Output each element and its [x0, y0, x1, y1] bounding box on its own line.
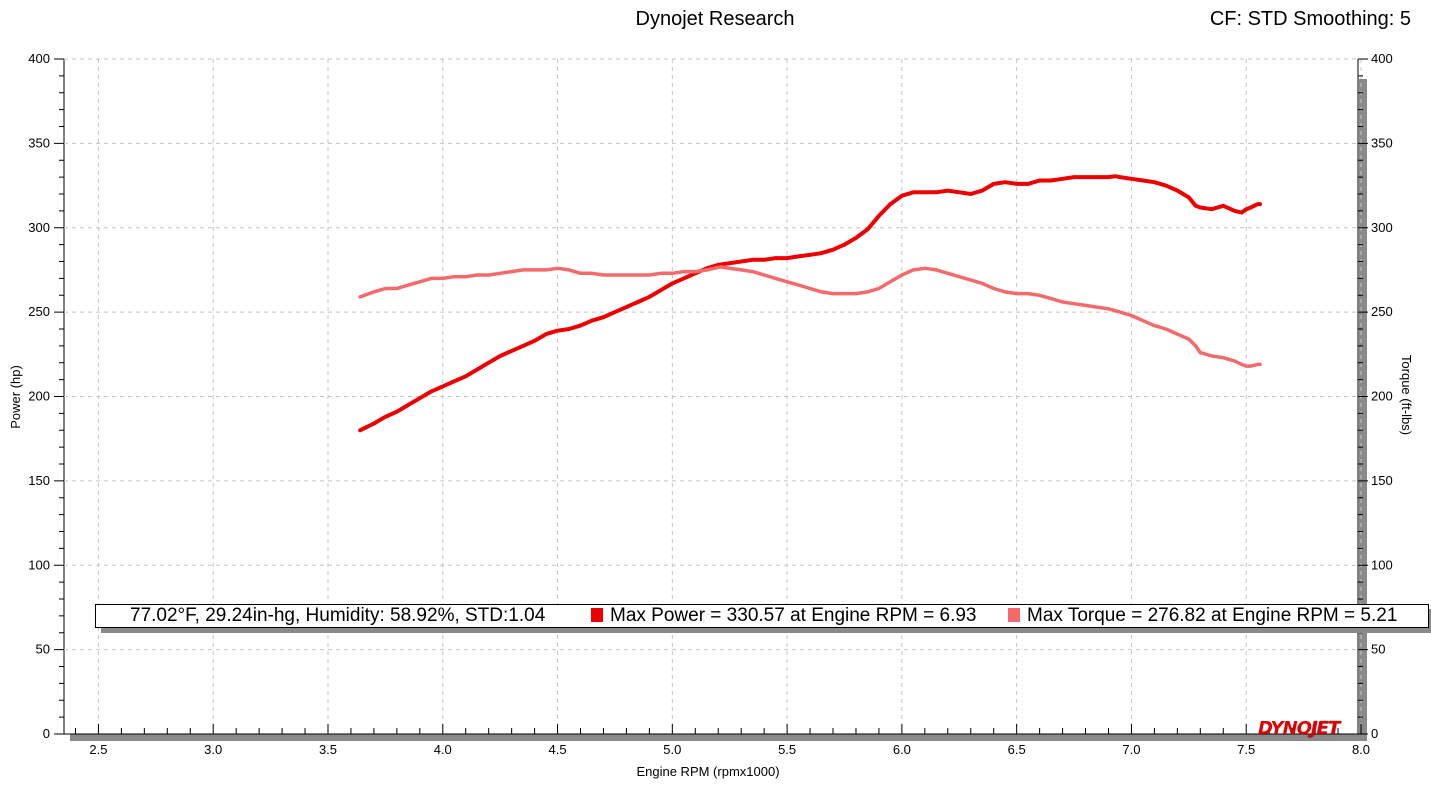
- x-tick-label: 3.5: [319, 742, 337, 757]
- y2-tick-label: 0: [1371, 726, 1378, 741]
- y2-tick-label: 250: [1371, 304, 1393, 319]
- legend-max-power: Max Power = 330.57 at Engine RPM = 6.93: [610, 605, 977, 626]
- y-tick-label: 300: [28, 220, 50, 235]
- y-tick-label: 50: [36, 642, 50, 657]
- power-swatch: [591, 608, 603, 622]
- x-tick-label: 4.0: [434, 742, 452, 757]
- x-axis-label: Engine RPM (rpmx1000): [636, 764, 779, 779]
- y-tick-label: 350: [28, 135, 50, 150]
- logo-part-2: JET: [1310, 718, 1340, 739]
- legend-conditions: 77.02°F, 29.24in-hg, Humidity: 58.92%, S…: [130, 605, 546, 626]
- y2-tick-label: 400: [1371, 51, 1393, 66]
- torque-line: [358, 265, 1262, 368]
- bottom-axis-shadow: [70, 734, 1367, 741]
- x-tick-label: 6.0: [893, 742, 911, 757]
- power-line: [358, 174, 1262, 433]
- y-tick-label: 250: [28, 304, 50, 319]
- x-tick-label: 4.5: [549, 742, 567, 757]
- legend-item-torque: Max Torque = 276.82 at Engine RPM = 5.21: [1008, 605, 1397, 627]
- logo-part-1: DYNO: [1258, 718, 1312, 739]
- x-tick-label: 5.5: [778, 742, 796, 757]
- y2-tick-label: 350: [1371, 135, 1393, 150]
- y2-tick-label: 100: [1371, 557, 1393, 572]
- dynojet-logo: DYNOJET: [1258, 718, 1340, 739]
- y-tick-label: 100: [28, 557, 50, 572]
- correction-settings: CF: STD Smoothing: 5: [1209, 8, 1411, 30]
- y2-tick-label: 150: [1371, 473, 1393, 488]
- y2-tick-label: 200: [1371, 389, 1393, 404]
- x-tick-label: 3.0: [204, 742, 222, 757]
- y-tick-label: 150: [28, 473, 50, 488]
- x-axis-ticks: 2.5 3.0 3.5 4.0 4.5 5.0 5.5 6.0 6.5 7.0 7.5 8.0: [74, 724, 1370, 757]
- series-lines: [358, 174, 1262, 433]
- y2-axis-ticks: 0 50 100 150 200 250 300 350 400: [1358, 51, 1393, 741]
- x-tick-label: 2.5: [89, 742, 107, 757]
- x-tick-label: 8.0: [1352, 742, 1370, 757]
- grid-lines: [64, 58, 1362, 734]
- chart-frame: [63, 59, 1367, 741]
- torque-swatch: [1008, 608, 1020, 622]
- legend-max-torque: Max Torque = 276.82 at Engine RPM = 5.21: [1027, 605, 1398, 626]
- y2-axis-label: Torque (ft-lbs): [1399, 355, 1414, 435]
- y-axis-ticks: 0 50 100 150 200 250 300 350 400: [28, 51, 64, 741]
- y-tick-label: 400: [28, 51, 50, 66]
- x-tick-label: 5.0: [663, 742, 681, 757]
- right-axis-shadow: [1359, 79, 1367, 740]
- x-tick-label: 6.5: [1008, 742, 1026, 757]
- y-tick-label: 0: [43, 726, 50, 741]
- legend-item-power: Max Power = 330.57 at Engine RPM = 6.93: [591, 605, 977, 627]
- y-axis-label: Power (hp): [8, 365, 23, 429]
- chart-title: Dynojet Research: [635, 8, 795, 30]
- y2-tick-label: 300: [1371, 220, 1393, 235]
- y2-tick-label: 50: [1371, 642, 1385, 657]
- x-tick-label: 7.0: [1122, 742, 1140, 757]
- y-tick-label: 200: [28, 389, 50, 404]
- legend-box: 77.02°F, 29.24in-hg, Humidity: 58.92%, S…: [95, 604, 1429, 628]
- x-tick-label: 7.5: [1237, 742, 1255, 757]
